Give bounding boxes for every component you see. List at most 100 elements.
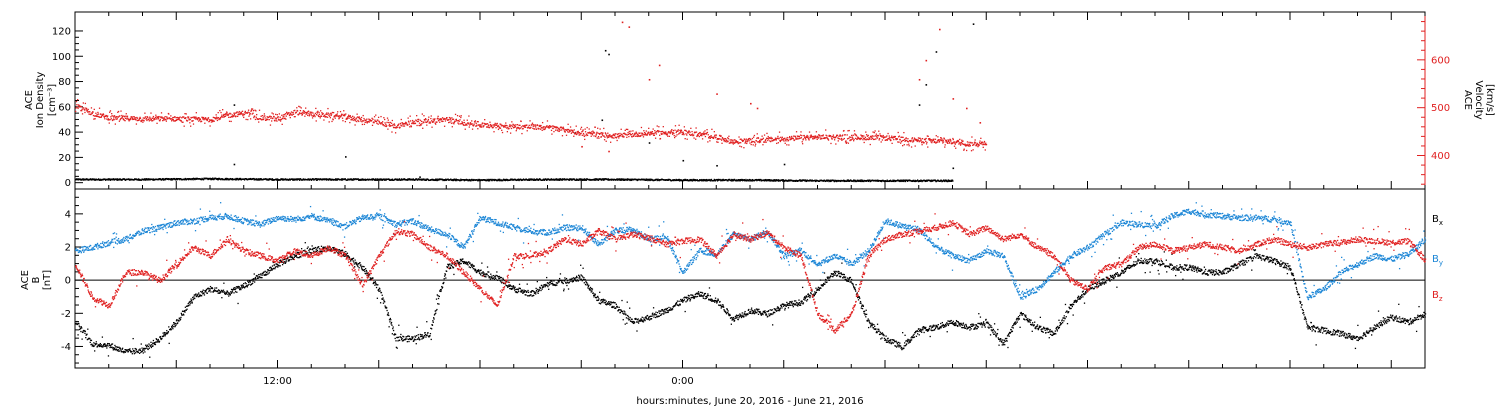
data-point	[721, 143, 722, 144]
data-point	[472, 129, 473, 130]
data-point	[902, 145, 903, 146]
data-point	[850, 137, 851, 138]
data-point	[97, 116, 98, 117]
data-point	[161, 112, 162, 113]
data-point	[192, 117, 193, 118]
data-point	[392, 120, 393, 121]
data-point	[160, 336, 161, 337]
data-point	[655, 138, 656, 139]
data-point	[707, 132, 708, 133]
data-point	[770, 141, 771, 142]
data-point	[394, 123, 395, 124]
data-point	[972, 149, 973, 150]
data-point	[307, 115, 308, 116]
data-point	[176, 319, 177, 320]
data-point	[602, 133, 603, 134]
data-point	[532, 128, 533, 129]
data-point	[214, 291, 215, 292]
data-point	[176, 119, 177, 120]
data-point	[437, 118, 438, 119]
data-point	[950, 140, 951, 141]
data-point	[153, 340, 154, 341]
data-point	[756, 140, 757, 141]
data-point	[203, 290, 204, 291]
data-point	[312, 115, 313, 116]
data-point	[126, 118, 127, 119]
data-point	[386, 122, 387, 123]
data-point	[200, 119, 201, 120]
data-point	[868, 135, 869, 136]
data-point	[600, 133, 601, 134]
data-point	[216, 117, 217, 118]
data-point	[785, 143, 786, 144]
data-point	[826, 135, 827, 136]
data-point	[103, 114, 104, 115]
data-point	[326, 112, 327, 113]
data-point	[422, 128, 423, 129]
data-point	[350, 115, 351, 116]
data-point	[168, 326, 169, 327]
data-point	[707, 141, 708, 142]
data-point	[906, 144, 907, 145]
data-point	[398, 123, 399, 124]
data-point	[801, 135, 802, 136]
data-point	[91, 344, 92, 345]
data-point	[431, 127, 432, 128]
data-point	[491, 126, 492, 127]
data-point	[638, 135, 639, 136]
data-point	[506, 127, 507, 128]
data-point	[238, 114, 239, 115]
ion-density-label-line2: Ion Density	[35, 72, 46, 129]
data-point	[201, 121, 202, 122]
data-point	[116, 119, 117, 120]
data-point	[143, 352, 144, 353]
data-point	[247, 286, 248, 287]
data-point	[837, 135, 838, 136]
data-point	[149, 116, 150, 117]
data-point	[753, 144, 754, 145]
data-point	[514, 125, 515, 126]
data-point	[224, 292, 225, 293]
data-point	[229, 121, 230, 122]
data-point	[793, 135, 794, 136]
data-point	[653, 128, 654, 129]
outlier-point	[234, 104, 236, 106]
data-point	[306, 113, 307, 114]
data-point	[237, 287, 238, 288]
data-point	[952, 180, 953, 181]
data-point	[714, 131, 715, 132]
data-point	[321, 116, 322, 117]
data-point	[962, 140, 963, 141]
data-point	[155, 341, 156, 342]
data-point	[312, 112, 313, 113]
legend-bx: Bx	[1432, 214, 1443, 227]
data-point	[250, 280, 251, 281]
data-point	[384, 125, 385, 126]
data-point	[744, 139, 745, 140]
data-point	[82, 113, 83, 114]
data-point	[228, 117, 229, 118]
density-tick-label: 60	[58, 102, 71, 113]
data-point	[620, 135, 621, 136]
data-point	[418, 119, 419, 120]
data-point	[921, 144, 922, 145]
data-point	[430, 122, 431, 123]
data-point	[246, 285, 247, 286]
data-point	[800, 137, 801, 138]
data-point	[853, 139, 854, 140]
data-point	[635, 136, 636, 137]
data-point	[965, 145, 966, 146]
data-point	[546, 125, 547, 126]
data-point	[126, 113, 127, 114]
data-point	[619, 133, 620, 134]
data-point	[217, 120, 218, 121]
data-point	[155, 344, 156, 345]
data-point	[191, 117, 192, 118]
data-point	[535, 126, 536, 127]
data-point	[891, 136, 892, 137]
data-point	[292, 114, 293, 115]
data-point	[135, 352, 136, 353]
data-point	[239, 286, 240, 287]
data-point	[360, 120, 361, 121]
data-point	[760, 141, 761, 142]
